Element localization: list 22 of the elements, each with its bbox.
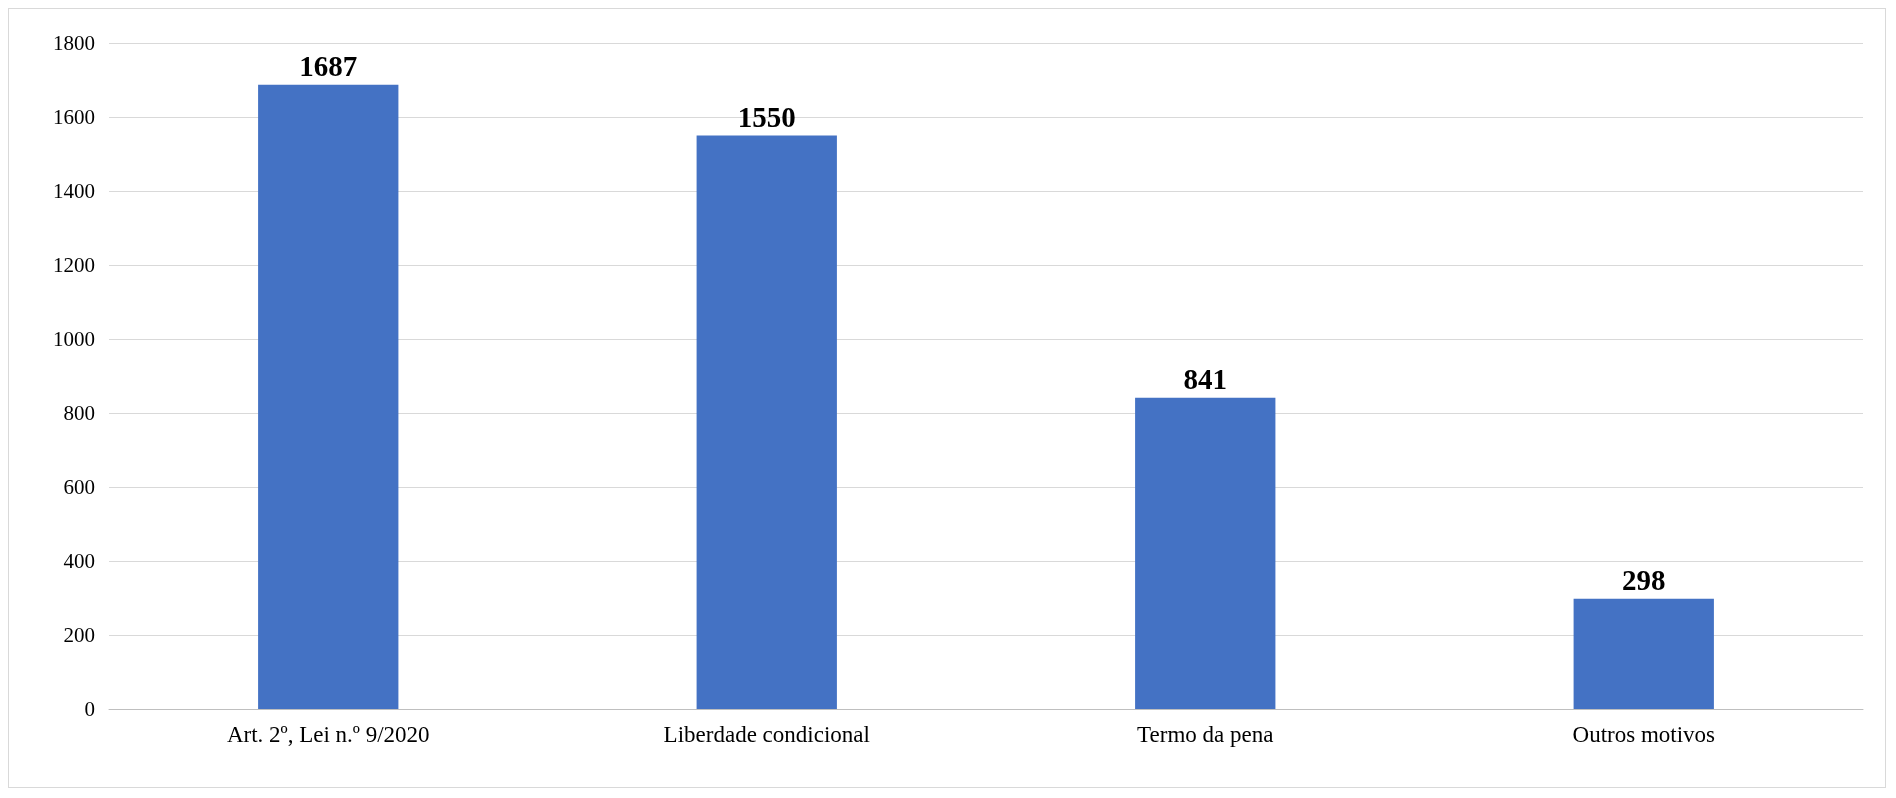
y-tick-label: 200	[63, 623, 95, 647]
data-label: 1550	[737, 101, 796, 133]
data-label: 1687	[299, 50, 358, 83]
y-tick-label: 400	[63, 549, 95, 573]
data-label: 298	[1622, 564, 1666, 597]
bar	[1573, 598, 1714, 709]
y-tick-label: 600	[63, 475, 95, 499]
y-tick-label: 1400	[53, 179, 95, 203]
y-tick-label: 1200	[53, 253, 95, 277]
bar	[1135, 397, 1276, 709]
bar	[696, 135, 837, 709]
data-label: 841	[1183, 363, 1227, 396]
y-tick-label: 1800	[53, 31, 95, 55]
y-tick-label: 1000	[53, 327, 95, 351]
x-tick-label: Art. 2º, Lei n.º 9/2020	[226, 722, 430, 747]
x-tick-label: Termo da pena	[1137, 722, 1274, 747]
bar	[258, 84, 399, 709]
y-tick-label: 800	[63, 401, 95, 425]
y-tick-label: 1600	[53, 105, 95, 129]
y-tick-label: 0	[84, 697, 95, 721]
x-tick-label: Liberdade condicional	[663, 722, 870, 747]
x-tick-label: Outros motivos	[1572, 722, 1716, 747]
